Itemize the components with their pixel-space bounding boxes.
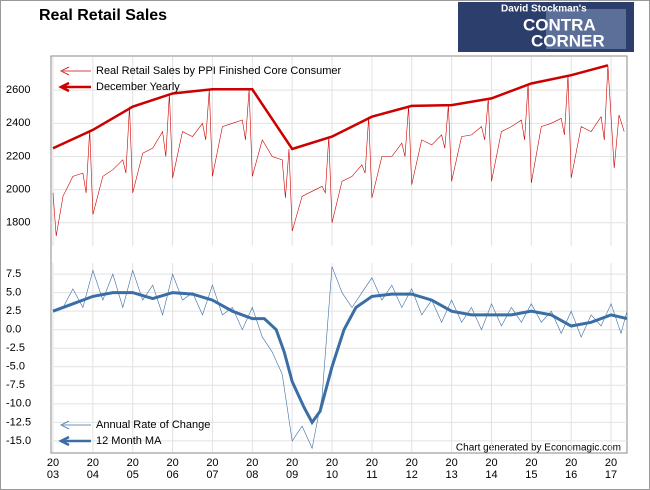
legend-label: December Yearly	[96, 81, 180, 93]
x-tick-label: 20 15	[525, 457, 538, 481]
legend-label: Annual Rate of Change	[96, 419, 210, 431]
x-tick-label: 20 06	[166, 457, 179, 481]
series-line	[52, 64, 609, 151]
legend-swatch	[58, 81, 70, 93]
plot-frame	[50, 55, 628, 454]
x-tick-label: 20 13	[445, 457, 458, 481]
legend-swatch	[60, 420, 70, 430]
x-tick-label: 20 08	[246, 457, 259, 481]
y-tick-label: -2.5	[6, 342, 25, 354]
y-tick-label: 2000	[6, 184, 30, 196]
x-tick-label: 20 09	[286, 457, 299, 481]
y-tick-label: -12.5	[6, 416, 31, 428]
chart-title: Real Retail Sales	[39, 7, 167, 24]
legend-swatch	[58, 435, 70, 447]
x-tick-label: 20 03	[46, 457, 60, 481]
y-tick-label: 0.0	[6, 324, 21, 336]
y-tick-label: -15.0	[6, 435, 31, 447]
y-tick-label: 2400	[6, 117, 30, 129]
y-tick-label: 2600	[6, 84, 30, 96]
legend-swatch	[60, 66, 70, 76]
x-tick-label: 20 10	[325, 457, 339, 481]
logo-text: CORNER	[531, 31, 605, 50]
credit: Chart generated by Economagic.com	[456, 443, 621, 454]
y-tick-label: 5.0	[6, 287, 21, 299]
y-tick-label: -10.0	[6, 398, 31, 410]
y-tick-label: -5.0	[6, 361, 25, 373]
x-tick-label: 20 16	[565, 457, 578, 481]
legend-label: Real Retail Sales by PPI Finished Core C…	[96, 65, 342, 77]
x-tick-label: 20 04	[86, 457, 99, 481]
series-line	[52, 65, 625, 237]
x-tick-label: 20 11	[365, 457, 378, 481]
y-tick-label: 7.5	[6, 268, 21, 280]
x-tick-label: 20 17	[604, 457, 618, 481]
x-tick-label: 20 05	[126, 457, 139, 481]
legend-label: 12 Month MA	[96, 435, 162, 447]
logo-image	[546, 9, 626, 49]
series-line	[52, 266, 628, 450]
series-line	[52, 291, 628, 426]
x-tick-label: 20 12	[405, 457, 418, 481]
y-tick-label: 2.5	[6, 305, 21, 317]
y-tick-label: -7.5	[6, 379, 25, 391]
logo-text: CONTRA	[523, 15, 596, 34]
x-tick-label: 20 07	[206, 457, 219, 481]
y-tick-label: 1800	[6, 217, 30, 229]
x-tick-label: 20 14	[485, 457, 498, 481]
y-tick-label: 2200	[6, 150, 30, 162]
logo-text: David Stockman's	[501, 4, 587, 15]
